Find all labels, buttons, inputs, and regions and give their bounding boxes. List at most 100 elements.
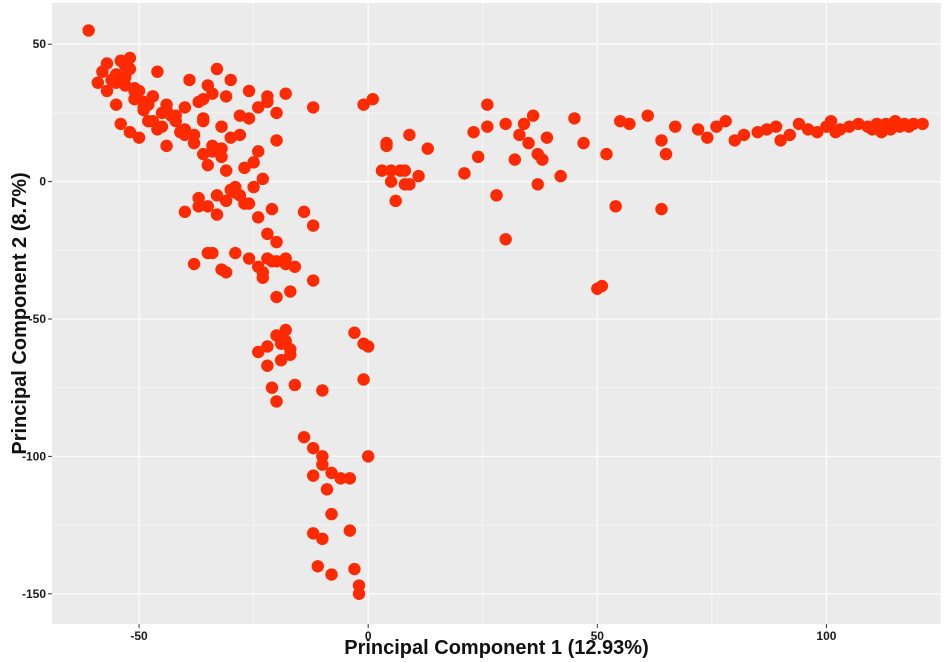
y-tick-label: -150 [22,587,46,601]
data-point [279,323,292,337]
data-point [224,183,237,197]
data-point [270,235,283,249]
data-point [334,472,347,485]
data-point [384,164,398,177]
data-point [288,378,302,392]
data-point [109,76,123,89]
data-point [206,246,219,260]
data-points [82,24,929,600]
data-point [279,257,292,271]
data-point [210,208,224,221]
data-point [252,345,265,359]
data-point [655,134,668,147]
y-axis-ticks: 50 0 -50 -100 -150 [22,37,52,601]
data-point [142,114,155,128]
data-point [380,139,393,153]
data-point [311,560,324,573]
data-point [384,175,398,188]
data-point [252,101,265,114]
data-point [169,114,182,128]
data-point [297,205,311,219]
y-tick-label: 0 [39,175,46,189]
y-axis-title: Principal Component 2 (8.7%) [9,172,31,454]
data-point [219,164,233,177]
data-point [160,103,173,117]
data-point [352,587,366,600]
data-point [536,153,549,166]
data-point [907,117,920,131]
data-point [710,120,723,133]
data-point [215,120,228,133]
data-point [270,395,283,408]
data-point [357,98,370,111]
data-point [513,128,526,142]
data-point [412,169,425,183]
data-point [307,527,320,540]
data-point [270,290,283,304]
data-point [316,384,329,397]
data-point [151,65,164,78]
data-point [307,219,320,232]
data-point [132,131,146,144]
data-point [297,430,311,444]
data-point [197,147,210,161]
data-point [142,98,155,111]
data-point [256,172,269,186]
data-point [197,114,210,128]
data-point [178,101,192,114]
data-point [522,136,535,150]
data-point [824,114,838,128]
data-point [659,147,673,161]
data-point [265,381,279,394]
data-point [192,200,205,213]
x-tick-label: 100 [816,629,836,643]
data-point [737,128,751,142]
data-point [490,189,503,202]
x-tick-label: 50 [591,629,605,643]
data-point [361,450,375,463]
data-point [128,81,141,95]
data-point [219,266,233,279]
data-point [774,134,787,147]
data-point [325,507,338,521]
data-point [270,329,283,342]
data-point [325,466,338,480]
data-point [256,266,269,279]
data-point [201,158,215,172]
data-point [531,178,544,191]
data-point [279,87,292,100]
data-point [160,139,173,153]
data-point [403,128,416,142]
data-point [320,483,334,496]
data-point [398,164,412,177]
data-point [284,285,297,298]
data-point [261,95,274,109]
data-point [242,197,256,210]
data-point [398,178,412,191]
data-point [792,117,806,131]
data-point [366,92,379,106]
data-point [247,156,260,169]
data-point [348,562,361,576]
data-point [252,145,265,158]
data-point [481,120,494,133]
data-point [100,84,114,98]
data-point [508,153,522,166]
data-point [187,136,201,150]
data-point [247,180,260,194]
data-point [577,136,590,150]
data-point [233,128,247,142]
data-point [206,87,219,100]
data-point [375,164,389,177]
x-axis-ticks: -50 0 50 100 [130,624,837,643]
data-point [219,194,233,208]
data-point [307,101,320,114]
data-point [197,92,210,106]
data-point [389,194,402,208]
data-point [316,450,329,463]
data-point [201,200,215,213]
data-point [811,125,824,139]
data-point [357,373,370,386]
data-point [325,568,338,581]
y-tick-label: 50 [33,37,47,51]
